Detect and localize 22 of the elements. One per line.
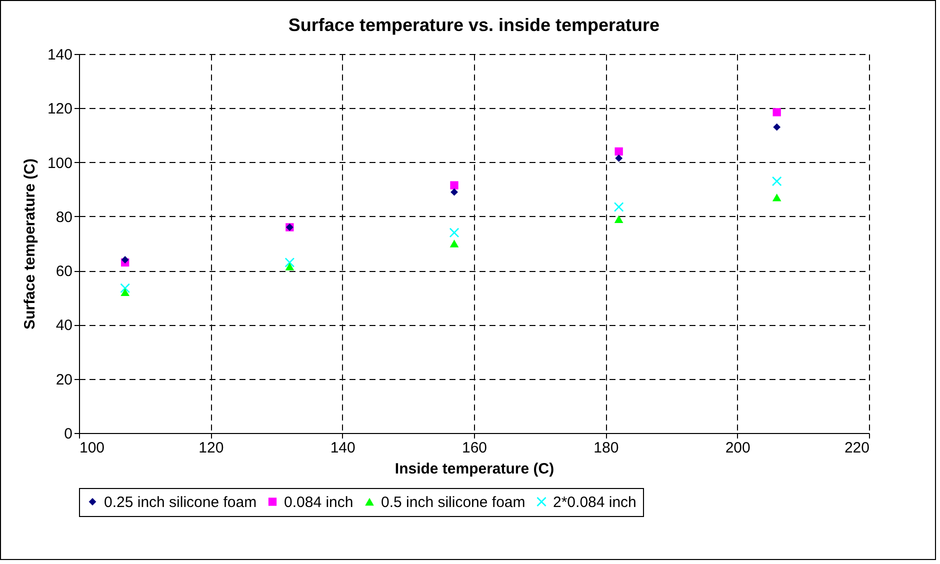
y-tick-label: 20 <box>56 371 72 388</box>
x-tick-label: 140 <box>330 440 356 456</box>
x-tick-label: 220 <box>844 440 870 456</box>
legend-label: 0.5 inch silicone foam <box>381 494 526 511</box>
x-axis-title: Inside temperature (C) <box>394 460 554 478</box>
y-tick-label: 100 <box>47 154 72 172</box>
x-tick-label: 100 <box>80 440 105 456</box>
y-tick-label: 120 <box>47 100 72 118</box>
x-tick-label: 200 <box>725 440 750 456</box>
y-axis-title: Surface temperature (C) <box>21 158 38 330</box>
legend-label: 0.25 inch silicone foam <box>104 494 257 511</box>
y-tick-label: 60 <box>56 263 72 280</box>
x-tick-label: 120 <box>198 440 224 456</box>
y-tick-label: 0 <box>64 426 72 442</box>
chart-title: Surface temperature vs. inside temperature <box>288 15 660 35</box>
y-tick-label: 80 <box>56 208 72 226</box>
y-tick-label: 40 <box>56 317 72 334</box>
y-tick-label: 140 <box>47 46 72 64</box>
x-tick-label: 180 <box>594 440 619 456</box>
legend-label: 2*0.084 inch <box>553 494 636 511</box>
x-tick-label: 160 <box>462 440 488 456</box>
legend-label: 0.084 inch <box>284 494 354 511</box>
